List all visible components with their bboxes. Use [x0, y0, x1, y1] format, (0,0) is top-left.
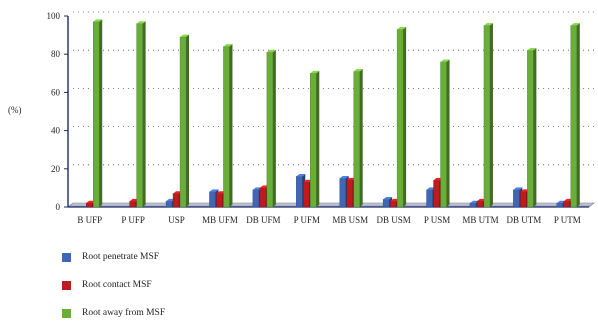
- bar: [223, 44, 233, 208]
- x-tick-label: MB USM: [332, 215, 368, 225]
- y-tick-label: 60: [51, 87, 61, 97]
- legend-swatch-root-away: [62, 309, 71, 318]
- legend-label-root-contact: Root contact MSF: [82, 280, 152, 290]
- bar: [440, 59, 450, 208]
- x-tick-label: MB UFM: [202, 215, 238, 225]
- bar: [310, 70, 320, 208]
- y-tick-label: 0: [56, 202, 61, 212]
- x-tick-label: P UFM: [294, 215, 320, 225]
- y-axis-label: (%): [8, 105, 22, 115]
- x-tick-label: USP: [168, 215, 185, 225]
- x-tick-label: DB UFM: [246, 215, 280, 225]
- axes: [64, 15, 595, 208]
- x-tick-label: P USM: [424, 215, 450, 225]
- legend-swatch-root-penetrate: [62, 253, 71, 262]
- x-tick-label: DB USM: [376, 215, 410, 225]
- x-tick-label: B UFP: [77, 215, 102, 225]
- legend-label-root-away: Root away from MSF: [82, 308, 166, 318]
- bar: [93, 19, 103, 208]
- legend-label-root-penetrate: Root penetrate MSF: [82, 252, 160, 262]
- bar: [396, 26, 407, 208]
- y-tick-label: 40: [51, 126, 61, 136]
- bars: [86, 19, 580, 208]
- bar: [136, 21, 146, 208]
- bar: [353, 68, 363, 208]
- x-tick-label: P UTM: [554, 215, 581, 225]
- bar: [483, 23, 493, 208]
- bar: [527, 47, 537, 208]
- x-tick-label: MB UTM: [462, 215, 498, 225]
- grid-lines: [73, 11, 594, 166]
- y-tick-label: 20: [51, 164, 61, 174]
- x-tick-label: DB UTM: [506, 215, 541, 225]
- chart: 0 20 40 60 80 100 B UFP P UFP USP MB UFM DB UFM P U…: [8, 11, 595, 318]
- bar: [179, 34, 190, 208]
- bar-chart-svg: 0 20 40 60 80 100 B UFP P UFP USP MB UFM DB UFM P U…: [8, 11, 595, 225]
- x-tick-label: P UFP: [121, 215, 144, 225]
- y-tick-label: 80: [51, 49, 61, 59]
- bar: [570, 23, 580, 208]
- tick-labels: 0 20 40 60 80 100 B UFP P UFP USP MB UFM DB UFM P U…: [47, 11, 581, 225]
- y-tick-label: 100: [47, 11, 61, 21]
- legend-swatch-root-contact: [62, 281, 71, 290]
- bar: [266, 49, 276, 208]
